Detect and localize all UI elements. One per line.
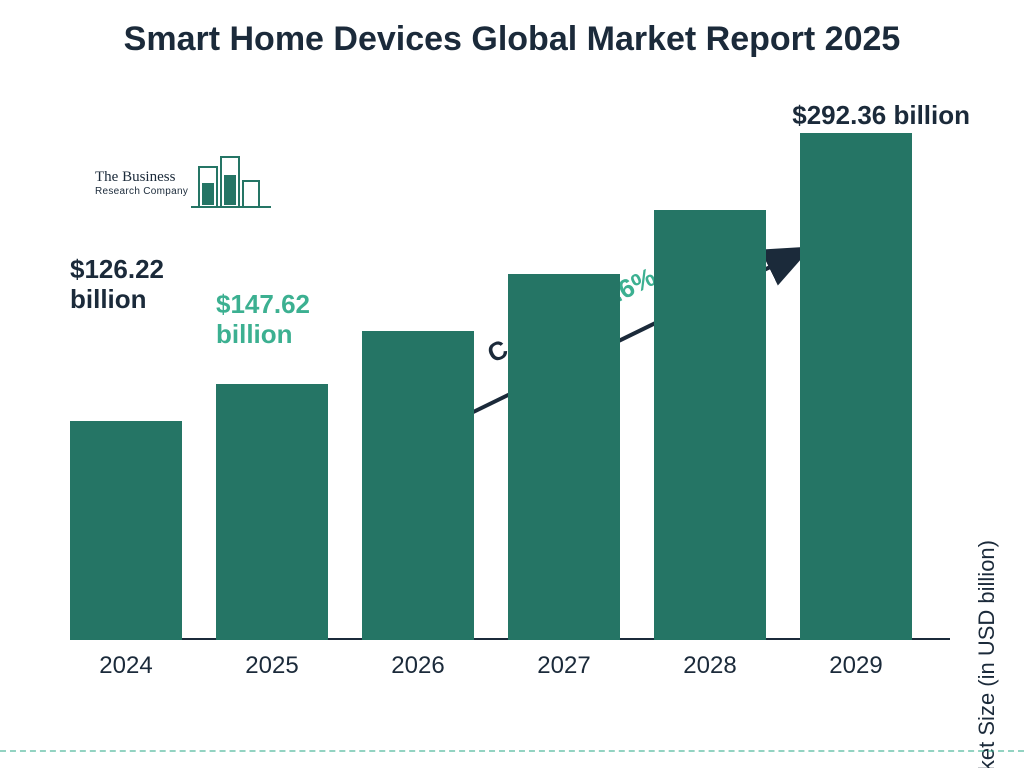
x-tick-label: 2028: [654, 652, 766, 680]
x-tick-label: 2026: [362, 652, 474, 680]
bar: [362, 331, 474, 640]
bar: [216, 384, 328, 640]
x-tick-label: 2027: [508, 652, 620, 680]
annotation-bar1-l2: billion: [216, 319, 310, 350]
bar-chart: $292.36 billion CAGR 18.6% 20242025: [70, 120, 950, 690]
bar: [800, 133, 912, 640]
x-tick-label: 2024: [70, 652, 182, 680]
y-axis-label: Market Size (in USD billion): [974, 540, 1000, 768]
chart-page: { "title": "Smart Home Devices Global Ma…: [0, 0, 1024, 768]
annotation-bar0: $126.22 billion: [70, 254, 164, 315]
annotation-bar1-l1: $147.62: [216, 289, 310, 320]
annotation-bar1: $147.62 billion: [216, 289, 310, 350]
x-tick-label: 2029: [800, 652, 912, 680]
annotation-bar0-l2: billion: [70, 284, 164, 315]
bar: [654, 210, 766, 640]
annotation-bar0-l1: $126.22: [70, 254, 164, 285]
footer-divider: [0, 750, 1024, 752]
bar: [70, 421, 182, 640]
chart-title: Smart Home Devices Global Market Report …: [0, 18, 1024, 61]
plot-area: $292.36 billion CAGR 18.6% 20242025: [70, 120, 950, 640]
bar: [508, 274, 620, 640]
x-tick-label: 2025: [216, 652, 328, 680]
